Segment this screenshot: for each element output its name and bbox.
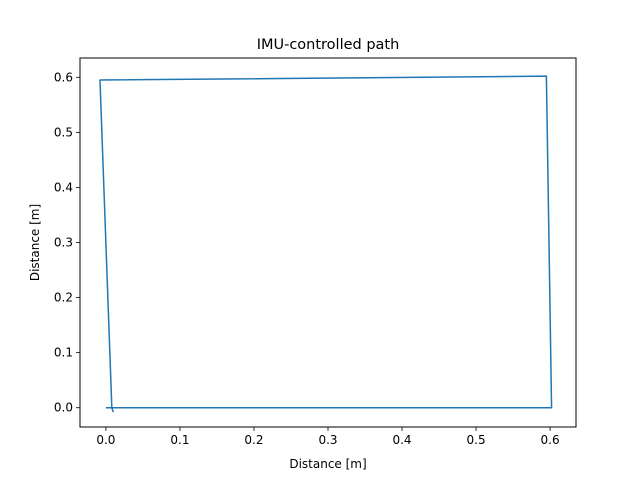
x-tick-label: 0.6 — [541, 433, 560, 447]
y-tick-label: 0.4 — [54, 180, 73, 194]
x-tick-label: 0.5 — [467, 433, 486, 447]
path-line — [99, 75, 553, 413]
x-axis-label: Distance [m] — [289, 457, 366, 471]
x-tick-label: 0.0 — [96, 433, 115, 447]
y-axis: 0.0 0.1 0.2 0.3 0.4 0.5 0.6 — [54, 70, 80, 415]
x-axis: 0.0 0.1 0.2 0.3 0.4 0.5 0.6 — [96, 427, 560, 447]
y-tick-label: 0.6 — [54, 70, 73, 84]
x-tick-label: 0.4 — [392, 433, 411, 447]
x-tick-label: 0.1 — [170, 433, 189, 447]
x-tick-label: 0.3 — [318, 433, 337, 447]
y-tick-label: 0.0 — [54, 401, 73, 415]
y-tick-label: 0.3 — [54, 236, 73, 250]
y-axis-label: Distance [m] — [28, 204, 42, 281]
y-tick-label: 0.2 — [54, 291, 73, 305]
plot-area — [99, 75, 553, 413]
x-tick-label: 0.2 — [244, 433, 263, 447]
chart-title: IMU-controlled path — [257, 37, 400, 53]
y-tick-label: 0.1 — [54, 346, 73, 360]
y-tick-label: 0.5 — [54, 125, 73, 139]
